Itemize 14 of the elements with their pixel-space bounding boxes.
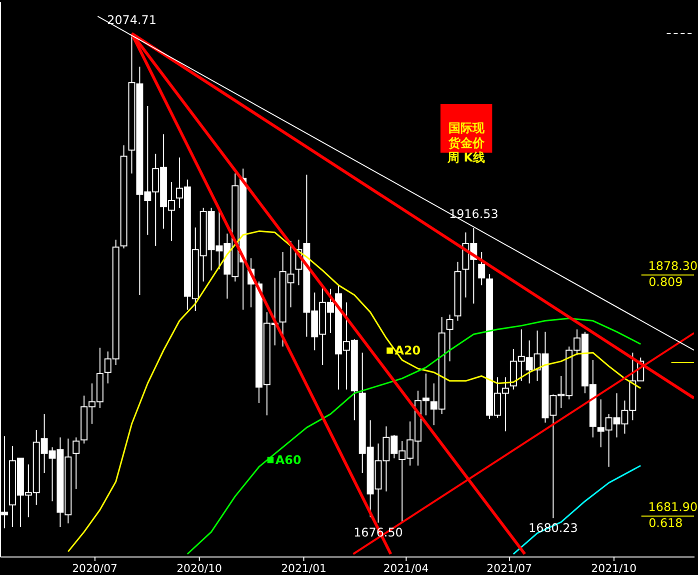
x-tick-label: 2021/07 [486,562,532,575]
x-tick-label: 2021/01 [281,562,326,575]
x-tick-label: 2020/07 [72,562,118,575]
annotation: 1916.53 [449,207,498,222]
x-tick-label: 2021/10 [591,562,637,575]
annotation: 0.809 [648,274,683,289]
text: 国际现货金价周 K线 [446,120,486,165]
x-tick-label: 2021/04 [383,562,429,575]
legend-label: A60 [275,452,302,467]
x-tick-label: 2020/10 [176,562,222,575]
ref-line-label: 1681.90 [648,500,698,514]
annotation: 0.618 [648,516,683,530]
annotation: 2074.71 [107,12,156,27]
ref-line-label: 1878.30 [648,259,698,274]
